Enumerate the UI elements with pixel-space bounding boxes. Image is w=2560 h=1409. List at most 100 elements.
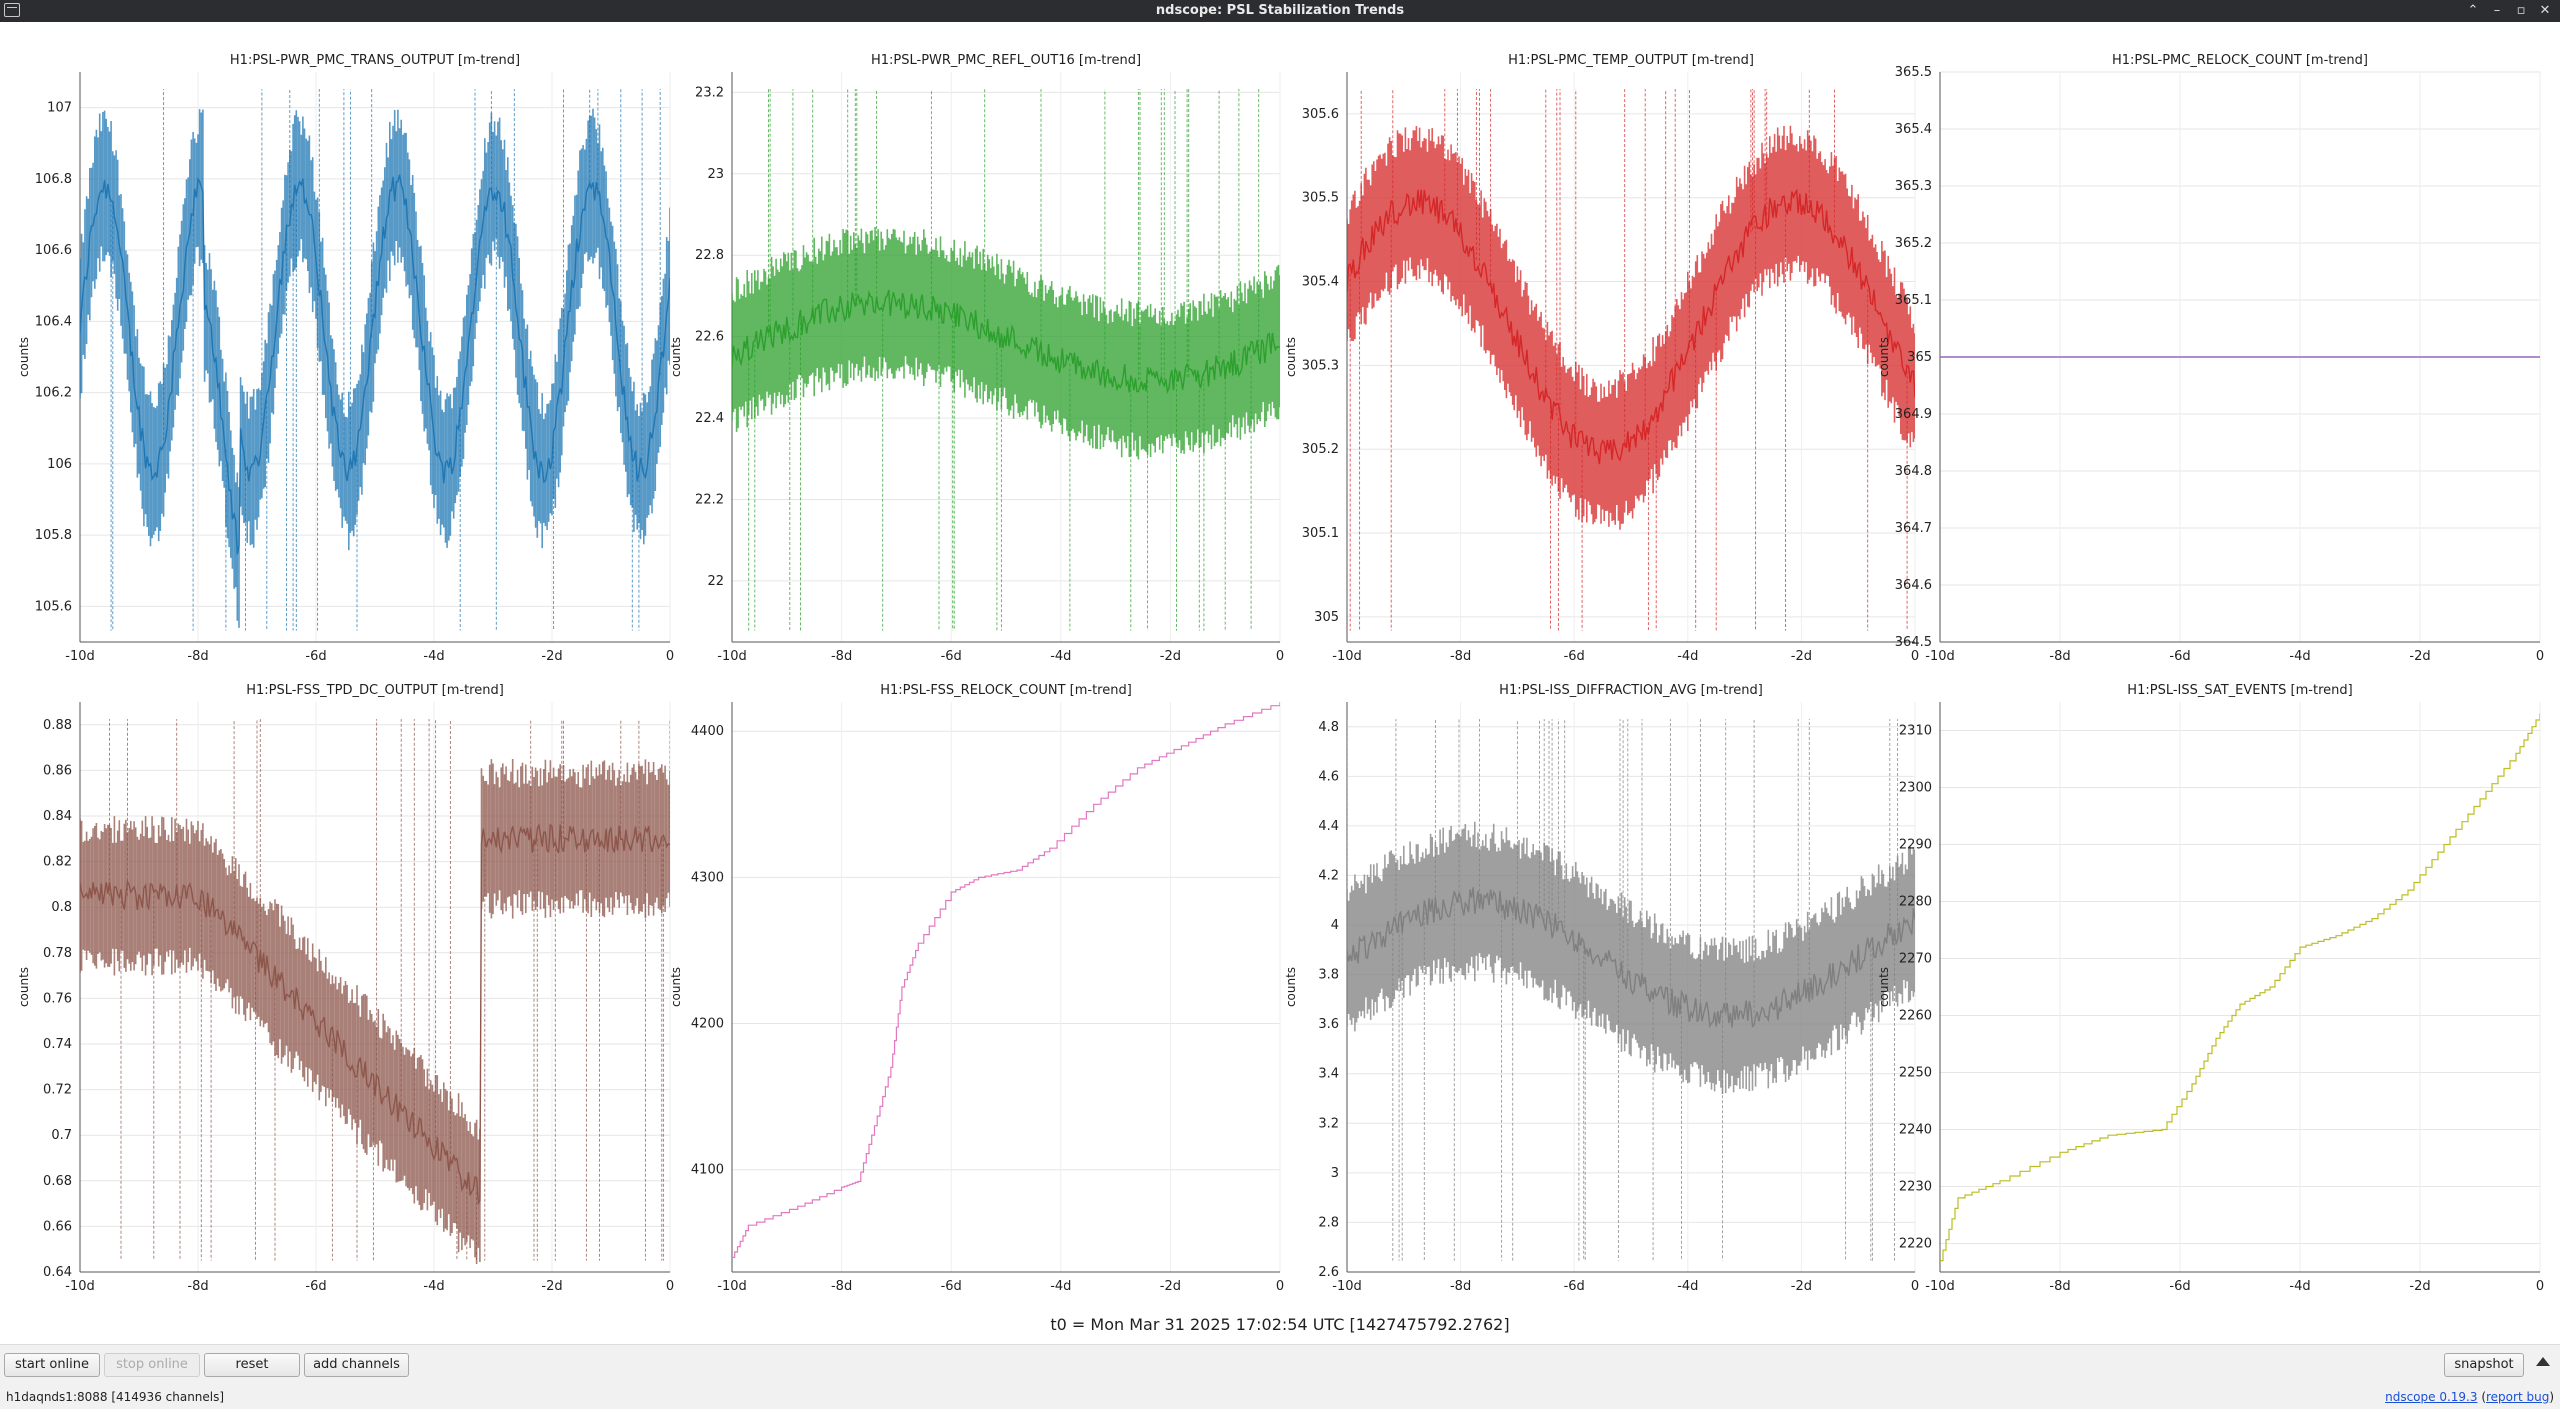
plot-panel[interactable]: H1:PSL-FSS_TPD_DC_OUTPUT [m-trend] 0.64 0.… — [17, 683, 674, 1294]
plot-area[interactable] — [1940, 702, 2540, 1272]
y-tick-label: 105.8 — [35, 528, 72, 543]
y-tick-label: 22.4 — [695, 411, 724, 426]
x-tick-label: -6d — [305, 1279, 326, 1294]
x-tick-label: -2d — [1791, 1279, 1812, 1294]
y-tick-label: 2290 — [1899, 838, 1932, 853]
y-tick-label: 364.9 — [1895, 407, 1932, 422]
x-tick-label: -10d — [65, 649, 95, 664]
plot-title: H1:PSL-ISS_DIFFRACTION_AVG [m-trend] — [1499, 683, 1763, 698]
trend-line — [732, 702, 1280, 1258]
x-tick-label: -10d — [1332, 1279, 1362, 1294]
y-tick-label: 0.76 — [43, 991, 72, 1006]
trend-line — [732, 289, 1280, 394]
x-tick-label: -6d — [1564, 649, 1585, 664]
y-tick-label: 4.2 — [1318, 868, 1339, 883]
expand-arrow-icon[interactable] — [2536, 1357, 2550, 1366]
y-tick-label: 3.8 — [1318, 968, 1339, 983]
trend-trace — [1347, 719, 1915, 1261]
trend-trace — [1347, 89, 1915, 631]
y-tick-label: 364.7 — [1895, 521, 1932, 536]
y-tick-label: 22.6 — [695, 330, 724, 345]
stop-online-button[interactable]: stop online — [104, 1353, 200, 1377]
y-tick-label: 2.6 — [1318, 1265, 1339, 1280]
y-tick-label: 0.72 — [43, 1083, 72, 1098]
x-tick-label: 0 — [1276, 649, 1284, 664]
trend-spikes — [748, 89, 1260, 631]
y-tick-label: 3.2 — [1318, 1116, 1339, 1131]
y-tick-label: 305 — [1314, 610, 1339, 625]
y-tick-label: 4300 — [691, 870, 724, 885]
close-button[interactable]: ✕ — [2539, 3, 2551, 18]
x-tick-label: -10d — [717, 1279, 747, 1294]
y-tick-label: 0.64 — [43, 1265, 72, 1280]
plot-panel[interactable]: H1:PSL-ISS_DIFFRACTION_AVG [m-trend] 2.6 2… — [1284, 683, 1919, 1294]
y-tick-label: 364.6 — [1895, 578, 1932, 593]
trend-line — [80, 823, 670, 1206]
trend-spikes — [1347, 719, 1899, 1261]
y-tick-label: 305.3 — [1302, 358, 1339, 373]
y-axis-label: counts — [1877, 337, 1891, 377]
x-tick-label: -6d — [1564, 1279, 1585, 1294]
minimize-button[interactable]: – — [2493, 3, 2501, 18]
x-tick-label: -8d — [187, 649, 208, 664]
snapshot-button[interactable]: snapshot — [2444, 1353, 2524, 1377]
reset-button[interactable]: reset — [204, 1353, 300, 1377]
y-tick-label: 107 — [47, 101, 72, 116]
start-online-button[interactable]: start online — [4, 1353, 100, 1377]
x-tick-label: 0 — [2536, 1279, 2544, 1294]
y-tick-label: 0.82 — [43, 855, 72, 870]
y-tick-label: 4.8 — [1318, 720, 1339, 735]
x-tick-label: 0 — [1911, 1279, 1919, 1294]
y-tick-label: 365.4 — [1895, 122, 1932, 137]
y-tick-label: 4200 — [691, 1017, 724, 1032]
plot-panel[interactable]: H1:PSL-FSS_RELOCK_COUNT [m-trend] 4100 420… — [669, 683, 1284, 1294]
x-tick-label: -2d — [1791, 649, 1812, 664]
y-tick-label: 365.5 — [1895, 65, 1932, 80]
x-tick-label: -4d — [1677, 649, 1698, 664]
y-tick-label: 0.86 — [43, 763, 72, 778]
x-tick-label: -4d — [1050, 649, 1071, 664]
x-tick-label: 0 — [1276, 1279, 1284, 1294]
x-tick-label: -6d — [941, 1279, 962, 1294]
y-tick-label: 305.4 — [1302, 275, 1339, 290]
x-tick-label: -8d — [831, 1279, 852, 1294]
maximize-button[interactable]: ▫ — [2516, 3, 2526, 18]
y-tick-label: 305.2 — [1302, 442, 1339, 457]
version-link[interactable]: ndscope 0.19.3 — [2385, 1390, 2478, 1404]
shade-button[interactable]: ⌃ — [2467, 3, 2479, 18]
y-tick-label: 106.2 — [35, 386, 72, 401]
plot-area[interactable] — [732, 702, 1280, 1272]
x-tick-label: -10d — [1332, 649, 1362, 664]
y-tick-label: 4100 — [691, 1163, 724, 1178]
plot-panel[interactable]: H1:PSL-ISS_SAT_EVENTS [m-trend] 2220 2230 2… — [1877, 683, 2544, 1294]
version-info: ndscope 0.19.3 (report bug) — [2385, 1390, 2554, 1404]
x-tick-label: -2d — [2409, 1279, 2430, 1294]
y-tick-label: 305.5 — [1302, 191, 1339, 206]
plot-panel[interactable]: H1:PSL-PWR_PMC_REFL_OUT16 [m-trend] 22 22.… — [669, 53, 1284, 664]
y-tick-label: 365.1 — [1895, 293, 1932, 308]
y-axis-label: counts — [669, 337, 683, 377]
window-titlebar: ndscope: PSL Stabilization Trends ⌃ – ▫ … — [0, 0, 2560, 22]
plot-panel[interactable]: H1:PSL-PMC_TEMP_OUTPUT [m-trend] 305 305.1… — [1284, 53, 1919, 664]
trend-spikes — [110, 89, 661, 631]
y-tick-label: 4400 — [691, 724, 724, 739]
y-tick-label: 2280 — [1899, 895, 1932, 910]
y-tick-label: 106 — [47, 457, 72, 472]
x-tick-label: -8d — [187, 1279, 208, 1294]
trend-spikes — [109, 719, 670, 1261]
y-tick-label: 3 — [1331, 1166, 1339, 1181]
y-tick-label: 106.4 — [35, 314, 72, 329]
plot-panel[interactable]: H1:PSL-PMC_RELOCK_COUNT [m-trend] 364.5 36… — [1877, 53, 2544, 664]
y-tick-label: 365.2 — [1895, 236, 1932, 251]
y-tick-label: 105.6 — [35, 599, 72, 614]
x-tick-label: -4d — [2289, 1279, 2310, 1294]
add-channels-button[interactable]: add channels — [304, 1353, 409, 1377]
plot-grid[interactable]: H1:PSL-PWR_PMC_TRANS_OUTPUT [m-trend] 105… — [0, 22, 2560, 1327]
y-tick-label: 2230 — [1899, 1180, 1932, 1195]
x-tick-label: -6d — [2169, 1279, 2190, 1294]
y-tick-label: 4.4 — [1318, 819, 1339, 834]
plot-panel[interactable]: H1:PSL-PWR_PMC_TRANS_OUTPUT [m-trend] 105… — [17, 53, 674, 664]
plot-title: H1:PSL-ISS_SAT_EVENTS [m-trend] — [2127, 683, 2352, 698]
y-tick-label: 3.6 — [1318, 1017, 1339, 1032]
report-bug-link[interactable]: report bug — [2486, 1390, 2550, 1404]
